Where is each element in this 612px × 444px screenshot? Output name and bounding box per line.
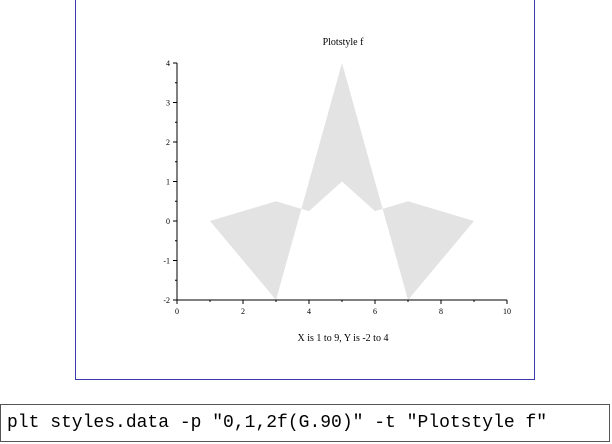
x-tick-label: 8 [439,307,443,316]
y-tick-label: 2 [166,138,170,147]
x-tick-label: 6 [373,307,377,316]
y-tick-label: 3 [166,99,170,108]
command-line: plt styles.data -p "0,1,2f(G.90)" -t "Pl… [0,404,610,442]
fill-layer [210,63,474,300]
filled-area [210,63,474,300]
plot-frame: -2 -1 0 1 2 3 4 0 2 4 6 8 10 Plotstyle f X is 1 to 9… [75,0,535,380]
x-axis-label: X is 1 to 9, Y is -2 to 4 [298,333,389,344]
x-tick-label: 2 [241,307,245,316]
x-tick-label: 0 [175,307,179,316]
axes: -2 -1 0 1 2 3 4 0 2 4 6 8 10 [163,59,511,316]
y-tick-label: -1 [163,257,170,266]
x-tick-label: 10 [503,307,511,316]
y-tick-label: 0 [166,217,170,226]
y-tick-label: 1 [166,178,170,187]
x-tick-label: 4 [307,307,311,316]
chart: -2 -1 0 1 2 3 4 0 2 4 6 8 10 Plotstyle f X is 1 to 9… [163,37,511,344]
y-tick-label: 4 [166,59,170,68]
y-tick-label: -2 [163,296,170,305]
chart-title: Plotstyle f [323,37,365,48]
